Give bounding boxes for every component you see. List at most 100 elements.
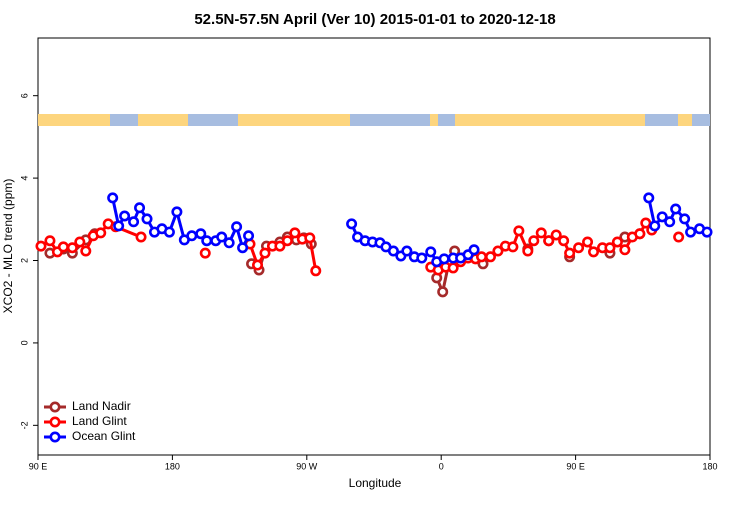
data-point [558, 235, 570, 247]
data-point [640, 217, 652, 229]
legend-marker [49, 431, 61, 443]
data-point [619, 244, 631, 256]
data-point [522, 245, 534, 257]
data-point [401, 245, 413, 257]
data-point [664, 216, 676, 228]
land-band [430, 114, 438, 126]
data-point [416, 252, 428, 264]
data-point [437, 286, 449, 298]
data-point [134, 202, 146, 214]
data-point [186, 230, 198, 242]
data-point [289, 227, 301, 239]
data-point [223, 237, 235, 249]
y-axis-label: XCO2 - MLO trend (ppm) [1, 179, 15, 314]
data-point [634, 228, 646, 240]
land-band [138, 114, 188, 126]
data-point [656, 211, 668, 223]
data-point [80, 245, 92, 257]
data-point [543, 235, 555, 247]
x-tick-label: 90 W [296, 461, 318, 471]
data-point [274, 240, 286, 252]
data-point [304, 232, 316, 244]
data-point [346, 218, 358, 230]
y-tick-label: 0 [19, 340, 29, 345]
data-point [243, 230, 255, 242]
y-tick-label: 2 [19, 258, 29, 263]
data-point [564, 247, 576, 259]
data-point [670, 203, 682, 215]
x-axis-label: Longitude [349, 476, 402, 490]
x-tick-label: 90 E [566, 461, 585, 471]
data-point [281, 235, 293, 247]
data-point [447, 262, 459, 274]
y-tick-label: 4 [19, 176, 29, 181]
data-point [701, 226, 713, 238]
data-point [685, 226, 697, 238]
legend-label: Ocean Glint [72, 429, 136, 443]
data-point [231, 221, 243, 233]
data-point [199, 247, 211, 259]
data-point [66, 242, 78, 254]
land-ocean-strip [38, 114, 710, 126]
data-point [74, 236, 86, 248]
data-point [135, 231, 147, 243]
data-point [163, 226, 175, 238]
x-tick-label: 90 E [29, 461, 48, 471]
data-point [216, 231, 228, 243]
data-point [507, 241, 519, 253]
data-point [582, 236, 594, 248]
data-point [95, 227, 107, 239]
data-point [259, 247, 271, 259]
x-tick-label: 0 [439, 461, 444, 471]
data-point [550, 229, 562, 241]
legend-label: Land Nadir [72, 399, 131, 413]
data-point [119, 210, 131, 222]
data-point [44, 235, 56, 247]
data-point [611, 236, 623, 248]
data-point [573, 242, 585, 254]
data-point [588, 246, 600, 258]
data-point [513, 225, 525, 237]
data-point [171, 206, 183, 218]
data-point [643, 192, 655, 204]
data-point [195, 228, 207, 240]
y-tick-label: -2 [19, 421, 29, 429]
data-point [492, 245, 504, 257]
data-point [107, 192, 119, 204]
data-point [141, 213, 153, 225]
data-point [113, 220, 125, 232]
data-point [35, 240, 47, 252]
chart-title: 52.5N-57.5N April (Ver 10) 2015-01-01 to… [194, 11, 555, 28]
data-point [604, 242, 616, 254]
data-point [468, 244, 480, 256]
data-point [128, 216, 140, 228]
x-tick-label: 180 [165, 461, 180, 471]
data-point [252, 259, 264, 271]
data-point [57, 241, 69, 253]
legend-marker [49, 401, 61, 413]
data-point [310, 265, 322, 277]
x-tick-label: 180 [702, 461, 717, 471]
data-point [535, 227, 547, 239]
data-point [649, 220, 661, 232]
data-point [387, 245, 399, 257]
data-point [201, 235, 213, 247]
data-point [237, 242, 249, 254]
data-point [438, 253, 450, 265]
y-tick-label: 6 [19, 93, 29, 98]
data-point [528, 235, 540, 247]
legend-label: Land Glint [72, 414, 127, 428]
data-point [484, 251, 496, 263]
legend-marker [49, 416, 61, 428]
land-band [38, 114, 110, 126]
data-point [425, 246, 437, 258]
land-band [678, 114, 692, 126]
land-band [455, 114, 645, 126]
land-band [238, 114, 350, 126]
data-point [679, 213, 691, 225]
data-point [476, 251, 488, 263]
data-point [673, 231, 685, 243]
